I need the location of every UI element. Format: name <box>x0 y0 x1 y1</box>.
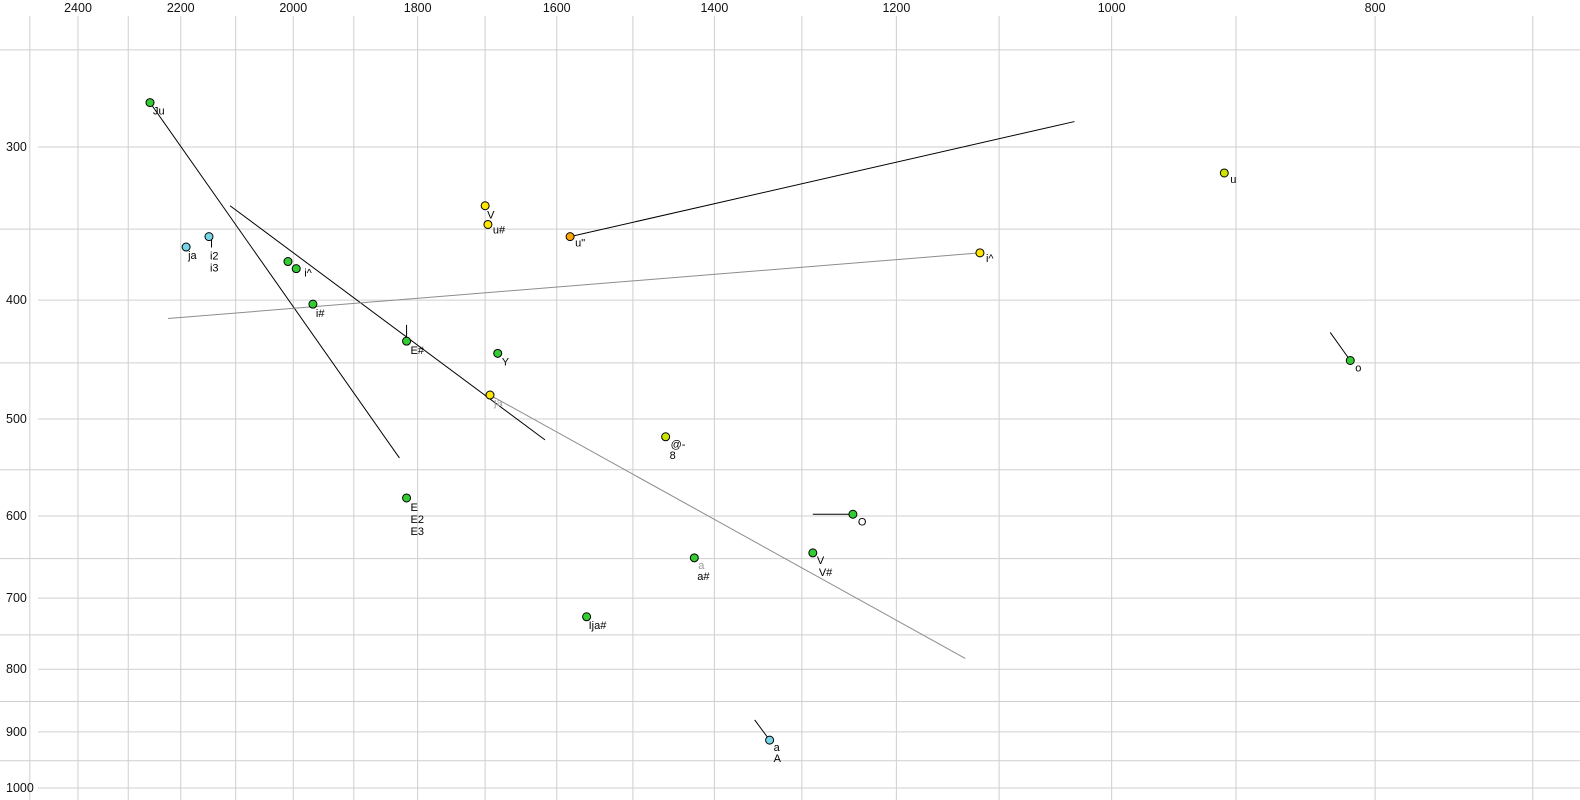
point-label-schwa: 8 <box>670 450 676 462</box>
point-label-e-stack: E3 <box>411 526 424 538</box>
point-label-i-sharp: i# <box>316 308 325 320</box>
data-point-i-caret-right[interactable] <box>975 248 985 258</box>
point-label-i-stack: I <box>210 239 213 251</box>
point-label-schwa: @- <box>671 439 686 451</box>
data-point-e-sharp[interactable] <box>402 336 412 346</box>
point-label-v-top: V <box>487 210 495 222</box>
data-point-ja-mid[interactable] <box>485 390 495 400</box>
x-tick-label: 1000 <box>1098 1 1126 15</box>
data-point-e-front[interactable] <box>283 257 293 267</box>
trajectory-traj-ju <box>149 102 400 459</box>
data-point-o-cap[interactable] <box>848 509 858 519</box>
y-tick-label: 400 <box>6 293 27 307</box>
point-label-v-sharp: V# <box>819 567 833 579</box>
data-point-u-quote[interactable] <box>565 232 575 242</box>
y-tick-label: 700 <box>6 591 27 605</box>
point-label-ju: Ju <box>153 106 165 118</box>
x-tick-label: 1200 <box>882 1 910 15</box>
x-tick-label: 1600 <box>543 1 571 15</box>
data-point-i-sharp[interactable] <box>308 299 318 309</box>
data-point-i-stack[interactable] <box>204 232 214 242</box>
y-tick-label: 500 <box>6 412 27 426</box>
x-tick-label: 1400 <box>700 1 728 15</box>
point-label-v-sharp: V <box>817 555 825 567</box>
point-label-o-cap: O <box>858 516 867 528</box>
trajectory-tick-o-back <box>1329 332 1351 361</box>
point-label-u: u <box>1230 174 1236 186</box>
x-tick-label: 1800 <box>404 1 432 15</box>
data-point-ju[interactable] <box>145 98 155 108</box>
point-label-a-sharp: a# <box>697 571 710 583</box>
data-point-u-sharp[interactable] <box>483 219 493 229</box>
point-label-i-caret-right: i^ <box>986 253 994 265</box>
point-label-o-back: o <box>1355 362 1361 374</box>
point-label-ja-front: ja <box>187 250 197 262</box>
point-label-i-stack: i3 <box>210 263 219 275</box>
point-label-u-sharp: u# <box>493 224 506 236</box>
point-label-a-cap: A <box>774 753 782 765</box>
trajectory-traj-i-sharp <box>167 252 980 319</box>
x-tick-label: 2200 <box>167 1 195 15</box>
trajectory-traj-upper <box>229 205 546 441</box>
data-point-v-sharp[interactable] <box>808 548 818 558</box>
point-label-e-sharp: E# <box>411 345 425 357</box>
data-point-y-front[interactable] <box>493 348 503 358</box>
point-label-i-stack: i2 <box>210 251 219 263</box>
trajectory-traj-ja-mid <box>489 394 966 659</box>
x-tick-label: 2400 <box>64 1 92 15</box>
point-label-u-quote: u" <box>575 238 585 250</box>
data-point-u[interactable] <box>1219 168 1229 178</box>
y-tick-label: 600 <box>6 509 27 523</box>
x-tick-label: 800 <box>1365 1 1386 15</box>
data-point-ija-sharp[interactable] <box>582 612 592 622</box>
point-label-i-caret-front: i^ <box>304 268 312 280</box>
data-point-ja-front[interactable] <box>181 242 191 252</box>
point-label-ija-sharp: Ija# <box>589 620 608 632</box>
point-label-ja-mid: ja <box>493 397 503 409</box>
point-label-y-front: Y <box>502 356 510 368</box>
data-point-o-back[interactable] <box>1345 355 1355 365</box>
y-tick-label: 300 <box>6 140 27 154</box>
data-point-e-stack[interactable] <box>402 493 412 503</box>
trajectory-traj-u-quote <box>569 121 1075 238</box>
data-point-schwa[interactable] <box>661 432 671 442</box>
data-point-i-caret-front[interactable] <box>291 264 301 274</box>
point-label-e-stack: E <box>411 502 418 514</box>
point-label-a-cap: a <box>774 742 781 754</box>
y-tick-label: 800 <box>6 662 27 676</box>
point-label-e-stack: E2 <box>411 514 424 526</box>
data-point-v-top[interactable] <box>480 201 490 211</box>
y-tick-label: 900 <box>6 725 27 739</box>
point-label-a-sharp: a <box>698 560 705 572</box>
x-tick-label: 2000 <box>279 1 307 15</box>
data-point-a-sharp[interactable] <box>689 553 699 563</box>
data-point-a-cap[interactable] <box>765 735 775 745</box>
y-tick-label: 1000 <box>6 781 34 795</box>
